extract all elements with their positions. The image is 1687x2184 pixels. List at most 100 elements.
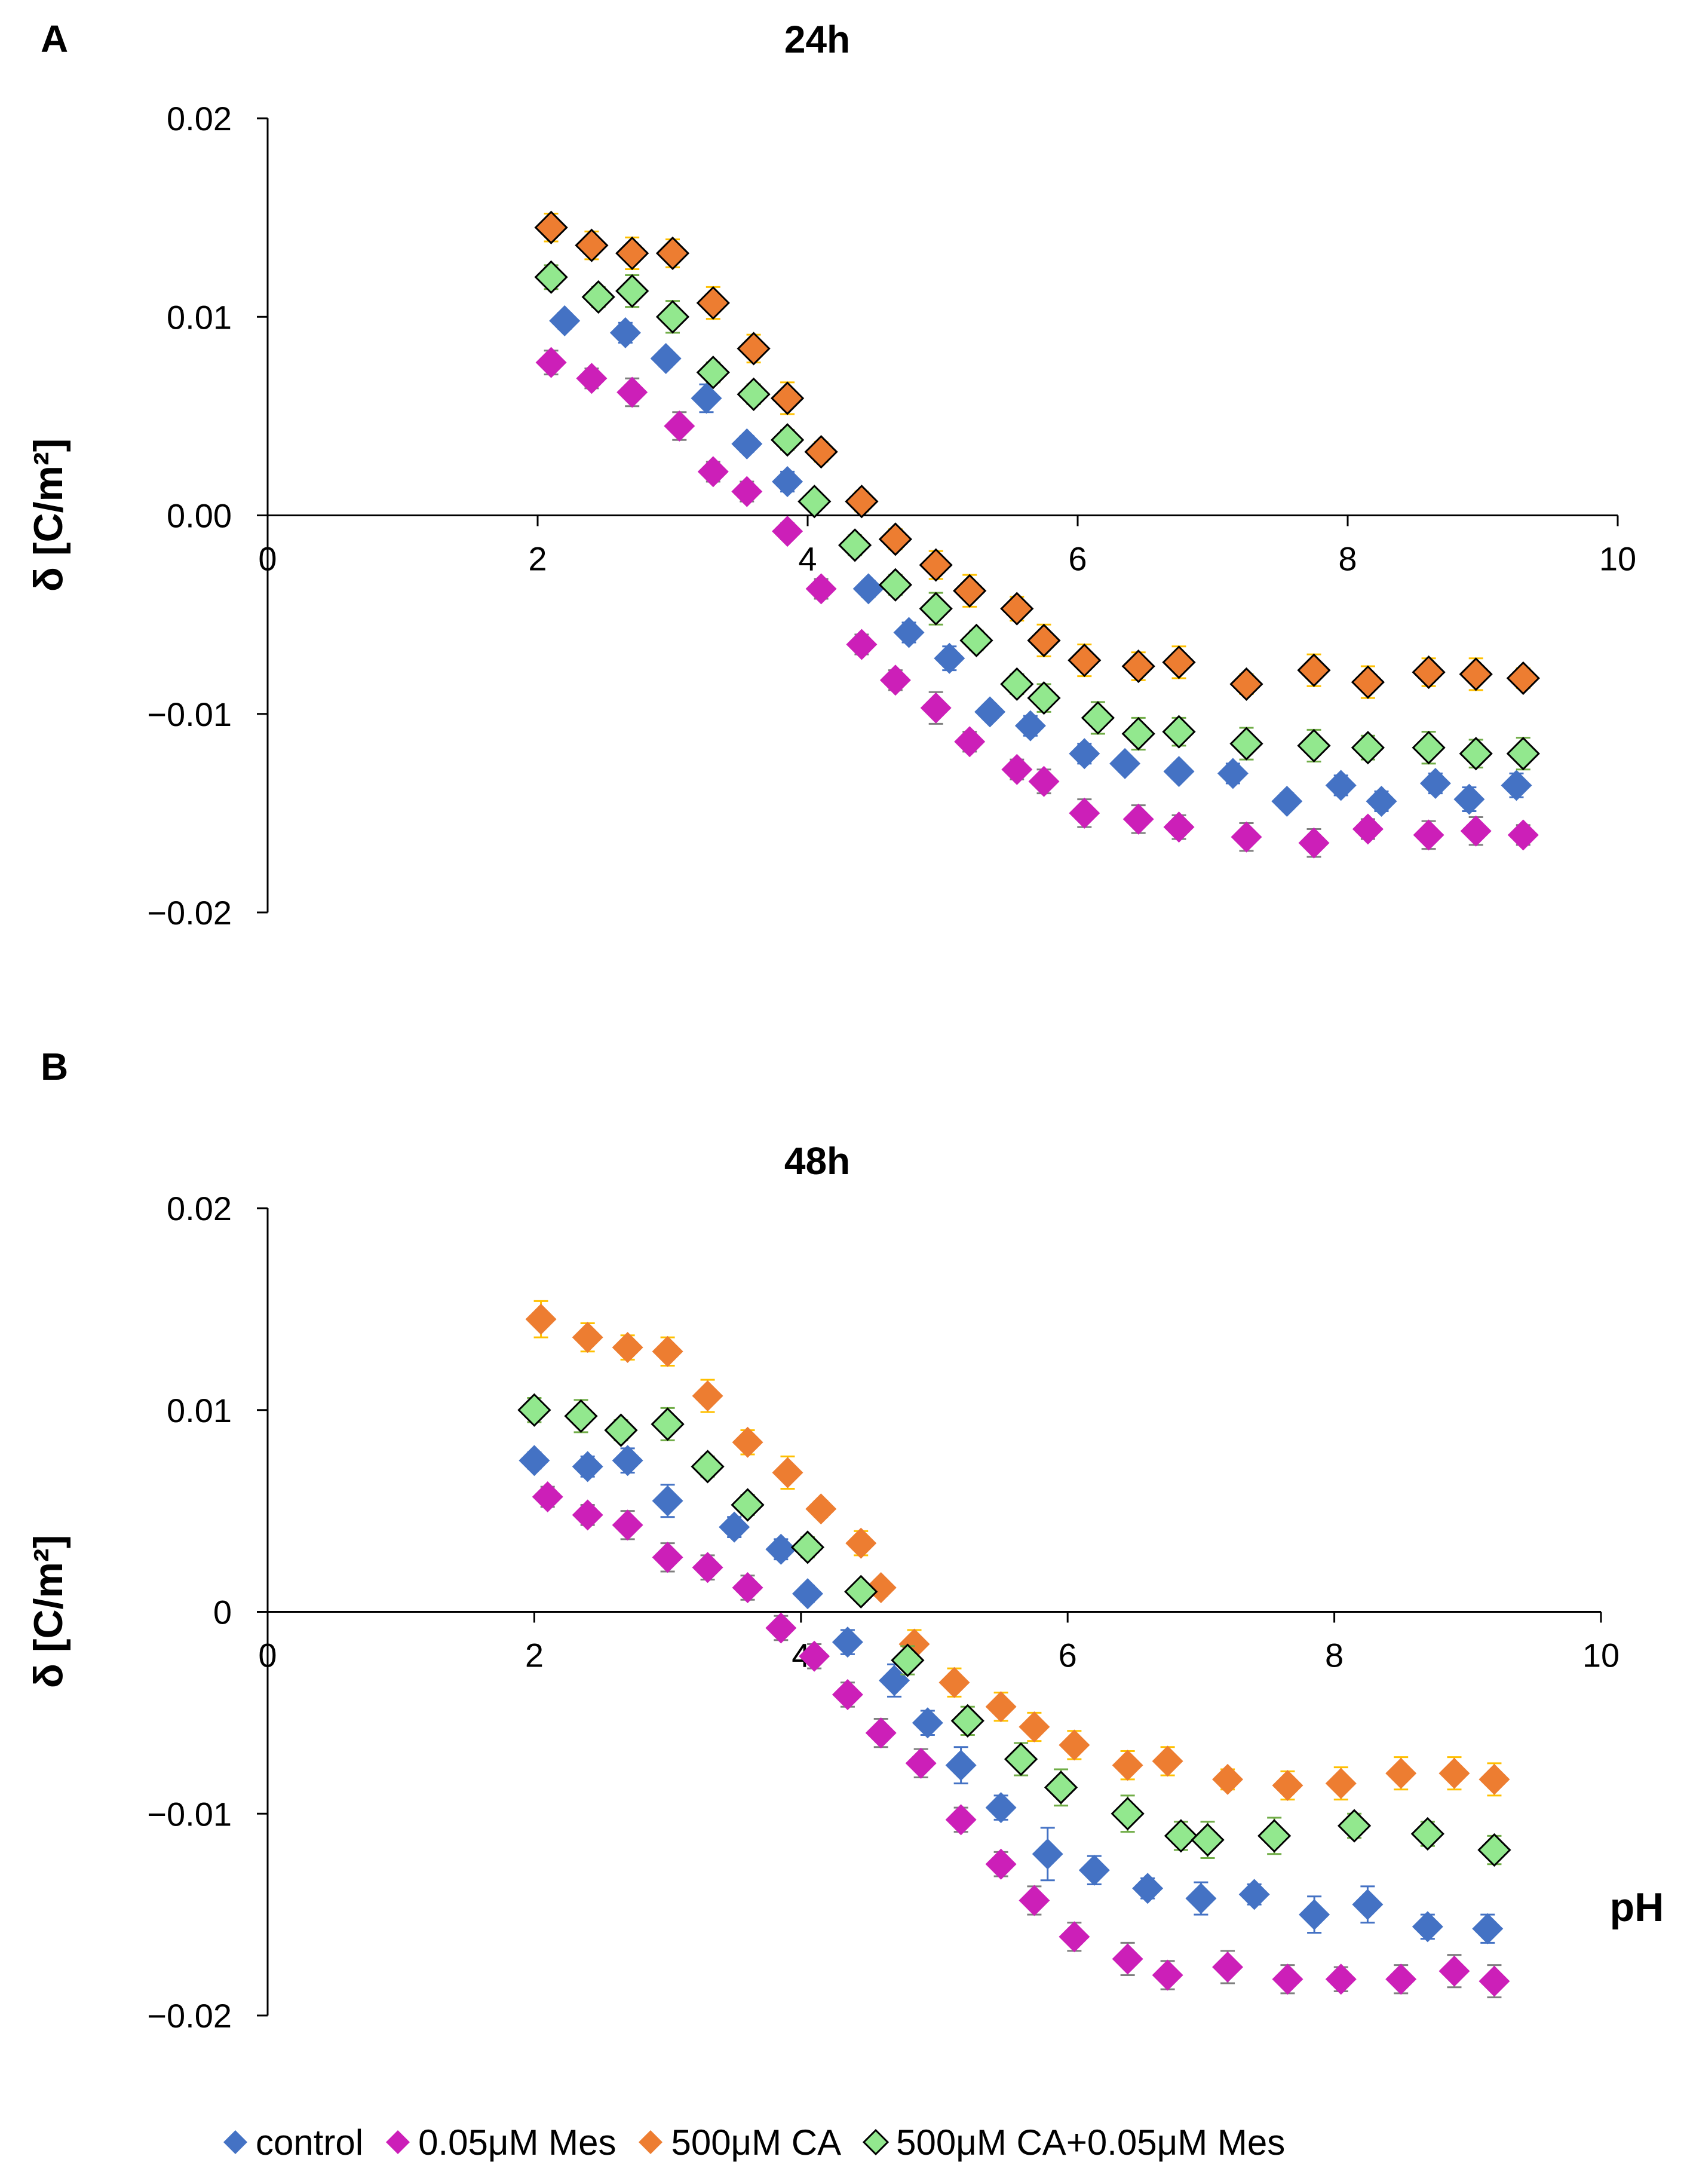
data-point xyxy=(959,623,993,657)
data-point xyxy=(1366,785,1397,817)
data-point xyxy=(1109,748,1141,779)
data-point xyxy=(772,466,803,498)
data-point xyxy=(612,1509,643,1541)
data-point xyxy=(731,476,763,507)
x-tick-label: 2 xyxy=(525,1637,544,1674)
data-point xyxy=(581,280,615,314)
data-point xyxy=(1164,1819,1198,1853)
data-point xyxy=(525,1303,557,1335)
data-point xyxy=(564,1399,598,1433)
data-point xyxy=(697,456,729,488)
data-point xyxy=(719,1511,750,1543)
data-point xyxy=(576,363,608,394)
data-point xyxy=(954,726,986,758)
data-point xyxy=(1162,645,1196,679)
data-point xyxy=(604,1413,638,1447)
data-point xyxy=(1325,770,1357,801)
data-point xyxy=(1059,1729,1090,1761)
data-point xyxy=(737,377,771,411)
y-tick-label: 0.01 xyxy=(167,298,232,336)
data-point xyxy=(1121,716,1155,751)
data-point xyxy=(534,210,568,244)
data-point xyxy=(1229,727,1263,761)
data-point xyxy=(655,300,690,334)
data-point xyxy=(865,1717,897,1749)
data-point xyxy=(1231,821,1262,853)
data-point xyxy=(1121,649,1155,684)
data-point xyxy=(1212,1763,1244,1795)
data-point xyxy=(804,435,838,469)
legend-marker-ca xyxy=(639,2130,663,2154)
x-tick-label: 8 xyxy=(1325,1637,1344,1674)
data-point xyxy=(1385,1964,1417,1995)
chart-title: 24h xyxy=(784,18,850,61)
data-point xyxy=(612,1332,643,1364)
data-point xyxy=(612,1445,643,1477)
data-point xyxy=(772,1457,803,1488)
data-point xyxy=(792,1578,823,1610)
data-point xyxy=(1069,797,1100,829)
data-point xyxy=(1297,653,1331,687)
data-point xyxy=(891,1643,925,1677)
data-point xyxy=(572,1322,603,1353)
data-point xyxy=(1185,1883,1217,1915)
data-point xyxy=(1059,1921,1090,1953)
data-point xyxy=(1272,1769,1303,1801)
data-point xyxy=(985,1691,1017,1723)
data-point xyxy=(1459,657,1493,691)
data-point xyxy=(934,642,965,674)
data-point xyxy=(879,1665,910,1696)
legend-marker-control xyxy=(223,2130,247,2154)
data-point xyxy=(1111,1797,1145,1831)
data-point xyxy=(1044,1771,1078,1805)
data-point xyxy=(1412,655,1446,690)
legend-label-mes: 0.05μM Mes xyxy=(418,2122,616,2162)
data-point xyxy=(1068,643,1102,678)
x-tick-label: 0 xyxy=(258,1637,277,1674)
data-point xyxy=(805,1493,837,1525)
data-point xyxy=(878,568,913,602)
x-tick-label: 6 xyxy=(1059,1637,1077,1674)
data-point xyxy=(985,1848,1017,1880)
data-point xyxy=(1419,768,1451,800)
data-point xyxy=(1501,770,1532,801)
data-point xyxy=(615,236,649,271)
series-500-m-ca xyxy=(525,1300,1510,1801)
legend-label-ca: 500μM CA xyxy=(671,2122,842,2162)
data-point xyxy=(1477,1833,1511,1867)
data-point xyxy=(945,1804,977,1836)
data-point xyxy=(919,592,953,626)
y-tick-label: 0.02 xyxy=(167,100,232,137)
data-point xyxy=(732,1572,763,1603)
data-point xyxy=(1472,1913,1504,1944)
data-point xyxy=(535,347,567,378)
data-point xyxy=(1229,667,1263,702)
data-point xyxy=(1112,1750,1143,1781)
data-point xyxy=(1004,1742,1038,1776)
data-point xyxy=(852,573,884,605)
data-point xyxy=(572,1499,603,1531)
data-point xyxy=(950,1704,984,1738)
data-point xyxy=(765,1533,797,1565)
data-point xyxy=(1014,710,1046,742)
data-point xyxy=(652,1542,683,1573)
y-axis-label: δ [C/m²] xyxy=(26,1535,71,1689)
data-point xyxy=(1257,1819,1292,1853)
data-point xyxy=(844,1575,878,1609)
data-point xyxy=(790,1530,825,1564)
x-axis-label: pH xyxy=(1610,1885,1664,1930)
data-point xyxy=(534,260,568,294)
legend-label-control: control xyxy=(256,2122,364,2162)
x-tick-label: 6 xyxy=(1068,540,1087,578)
data-point xyxy=(846,629,878,660)
data-point xyxy=(692,1552,723,1583)
x-tick-label: 10 xyxy=(1599,540,1636,578)
data-point xyxy=(1459,737,1493,771)
data-point xyxy=(1069,738,1100,770)
data-point xyxy=(691,1450,725,1484)
legend-marker-ca-mes xyxy=(863,2128,889,2156)
data-point xyxy=(732,1426,763,1458)
data-point xyxy=(1152,1959,1183,1991)
data-point xyxy=(920,692,952,724)
